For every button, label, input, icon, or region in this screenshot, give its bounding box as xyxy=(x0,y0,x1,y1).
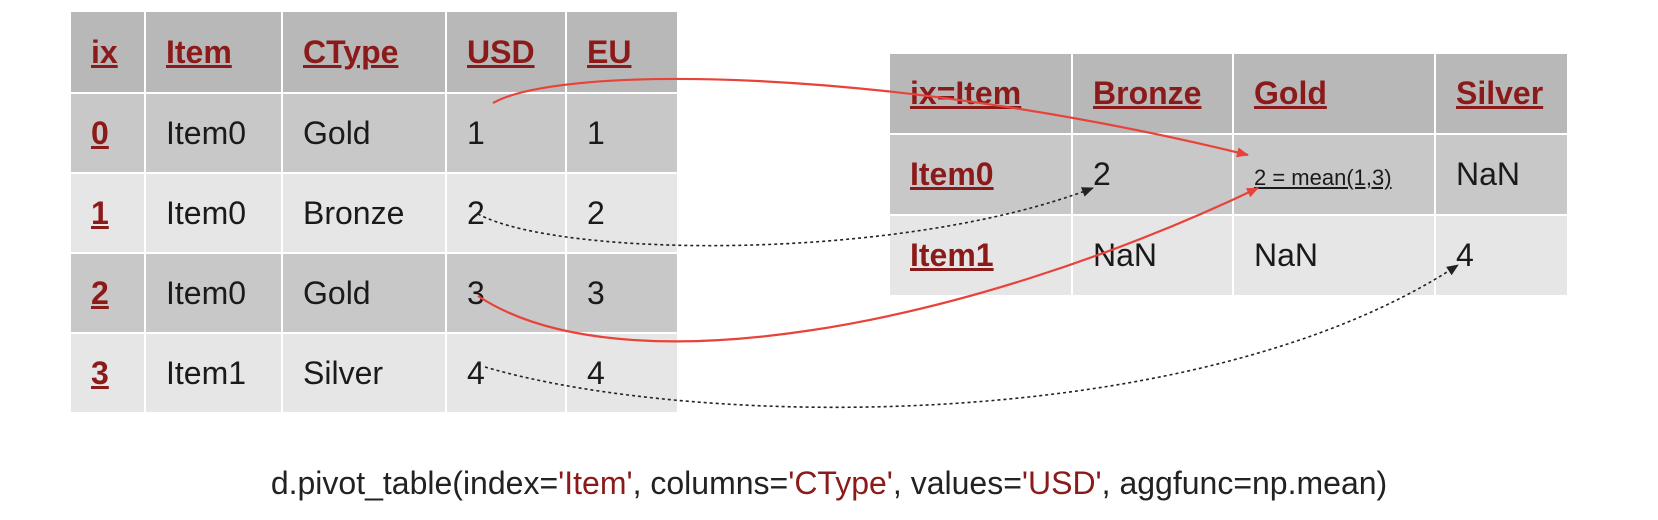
source-cell-ix: 2 xyxy=(69,252,146,334)
source-cell-usd: 2 xyxy=(445,172,567,254)
source-cell-item: Item1 xyxy=(144,332,283,414)
source-cell-item: Item0 xyxy=(144,92,283,174)
source-header-usd: USD xyxy=(445,10,567,94)
pivot-cell-gold: 2 = mean(1,3) xyxy=(1232,133,1436,216)
caption-part: , columns= xyxy=(632,465,789,501)
source-row-2: 2 Item0 Gold 3 3 xyxy=(69,252,679,334)
source-header-eu: EU xyxy=(565,10,679,94)
pivot-cell-index: Item1 xyxy=(888,214,1073,297)
pivot-cell-bronze: 2 xyxy=(1071,133,1234,216)
pivot-cell-bronze: NaN xyxy=(1071,214,1234,297)
pivot-cell-index: Item0 xyxy=(888,133,1073,216)
source-cell-ctype: Silver xyxy=(281,332,447,414)
source-cell-eu: 4 xyxy=(565,332,679,414)
source-cell-ix: 0 xyxy=(69,92,146,174)
caption-values-arg: 'USD' xyxy=(1021,465,1102,501)
pivot-header-index: ix=Item xyxy=(888,52,1073,135)
source-cell-eu: 2 xyxy=(565,172,679,254)
pivot-table-code-caption: d.pivot_table(index='Item', columns='CTy… xyxy=(0,465,1658,502)
caption-index-arg: 'Item' xyxy=(558,465,633,501)
pivot-row-item0: Item0 2 2 = mean(1,3) NaN xyxy=(888,133,1569,216)
caption-columns-arg: 'CType' xyxy=(788,465,893,501)
source-cell-ix: 1 xyxy=(69,172,146,254)
source-cell-ctype: Bronze xyxy=(281,172,447,254)
source-header-ctype: CType xyxy=(281,10,447,94)
source-cell-usd: 4 xyxy=(445,332,567,414)
source-cell-ctype: Gold xyxy=(281,252,447,334)
caption-part: , values= xyxy=(892,465,1022,501)
pivot-table: ix=Item Bronze Gold Silver Item0 2 2 = m… xyxy=(888,52,1569,297)
pivot-cell-silver: NaN xyxy=(1434,133,1569,216)
source-cell-item: Item0 xyxy=(144,172,283,254)
source-cell-eu: 3 xyxy=(565,252,679,334)
pivot-header-row: ix=Item Bronze Gold Silver xyxy=(888,52,1569,135)
source-row-0: 0 Item0 Gold 1 1 xyxy=(69,92,679,174)
pivot-header-bronze: Bronze xyxy=(1071,52,1234,135)
source-cell-ix: 3 xyxy=(69,332,146,414)
pivot-header-gold: Gold xyxy=(1232,52,1436,135)
source-cell-item: Item0 xyxy=(144,252,283,334)
source-row-1: 1 Item0 Bronze 2 2 xyxy=(69,172,679,254)
pivot-cell-silver: 4 xyxy=(1434,214,1569,297)
pivot-header-silver: Silver xyxy=(1434,52,1569,135)
source-table: ix Item CType USD EU 0 Item0 Gold 1 1 1 … xyxy=(69,10,679,414)
source-cell-ctype: Gold xyxy=(281,92,447,174)
pivot-row-item1: Item1 NaN NaN 4 xyxy=(888,214,1569,297)
source-cell-usd: 1 xyxy=(445,92,567,174)
caption-part: , aggfunc=np.mean) xyxy=(1101,465,1388,501)
mean-formula: 2 = mean(1,3) xyxy=(1254,165,1392,190)
source-header-item: Item xyxy=(144,10,283,94)
source-header-row: ix Item CType USD EU xyxy=(69,10,679,94)
source-row-3: 3 Item1 Silver 4 4 xyxy=(69,332,679,414)
source-cell-usd: 3 xyxy=(445,252,567,334)
source-cell-eu: 1 xyxy=(565,92,679,174)
source-header-ix: ix xyxy=(69,10,146,94)
caption-part: d.pivot_table(index= xyxy=(270,465,559,501)
pivot-cell-gold: NaN xyxy=(1232,214,1436,297)
